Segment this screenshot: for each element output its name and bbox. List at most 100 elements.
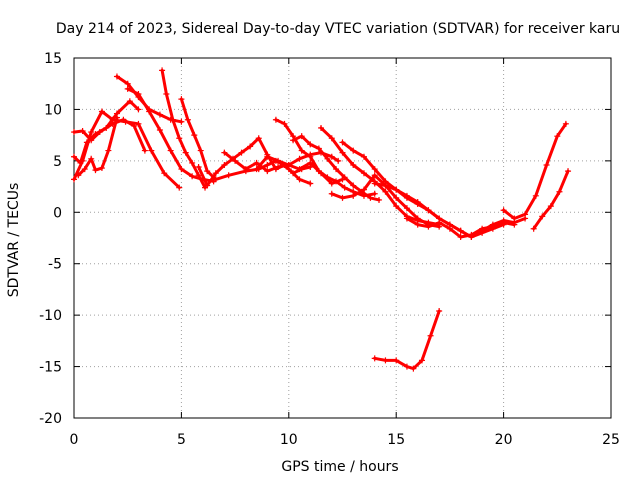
data-point [296, 166, 303, 173]
y-tick-label: -15 [39, 360, 62, 376]
data-point [554, 133, 561, 140]
data-point [113, 73, 120, 80]
data-point [272, 116, 279, 123]
data-point [339, 194, 346, 201]
series-line [502, 122, 568, 220]
data-point [315, 145, 322, 152]
data-point [184, 116, 191, 123]
data-point [225, 172, 232, 179]
data-point [176, 135, 183, 142]
data-point [238, 149, 245, 156]
data-point [315, 168, 322, 175]
data-point [436, 308, 443, 315]
data-point [341, 184, 348, 191]
data-point [135, 120, 142, 127]
data-point [410, 365, 417, 372]
data-point [195, 164, 202, 171]
data-point [191, 132, 198, 139]
x-axis-label: GPS time / hours [281, 459, 398, 475]
data-point [403, 205, 410, 212]
data-point [275, 157, 282, 164]
data-point [307, 153, 314, 160]
data-point [176, 184, 183, 191]
data-point [275, 164, 282, 171]
data-point [242, 166, 249, 173]
data-point [307, 180, 314, 187]
series-line [532, 169, 570, 231]
data-point [479, 225, 486, 232]
data-point [296, 176, 303, 183]
data-point [500, 219, 507, 226]
data-point [414, 215, 421, 222]
data-point [562, 120, 569, 127]
data-point [403, 363, 410, 370]
data-point [298, 147, 305, 154]
data-point [457, 227, 464, 234]
data-point [178, 96, 185, 103]
data-point [290, 137, 297, 144]
data-point [189, 173, 196, 180]
data-point [253, 166, 260, 173]
x-tick-label: 20 [495, 432, 513, 448]
y-tick-label: 0 [53, 205, 62, 221]
data-point [113, 114, 120, 121]
data-point [71, 176, 77, 183]
data-point [324, 155, 331, 162]
x-tick-label: 10 [280, 432, 298, 448]
data-point [88, 129, 95, 136]
series-line [72, 99, 140, 165]
data-point [81, 166, 88, 173]
data-point [328, 190, 335, 197]
x-tick-label: 0 [70, 432, 79, 448]
data-point [98, 165, 105, 172]
data-point [83, 139, 90, 146]
data-point [281, 120, 288, 127]
y-tick-label: -10 [39, 308, 62, 324]
data-point [178, 118, 185, 125]
data-point [324, 174, 331, 181]
data-point [539, 213, 546, 220]
data-point [169, 116, 176, 123]
data-point [98, 108, 105, 115]
data-point [328, 135, 335, 142]
data-point [141, 147, 148, 154]
data-point [88, 155, 95, 162]
series-arc-4 [75, 114, 120, 179]
data-point [163, 91, 170, 97]
chart-title: Day 214 of 2023, Sidereal Day-to-day VTE… [56, 21, 620, 37]
y-tick-label: 10 [44, 102, 62, 118]
series-line [72, 110, 181, 190]
y-tick-label: -5 [48, 257, 62, 273]
data-point [382, 357, 389, 364]
data-point [446, 225, 453, 232]
data-point [393, 203, 400, 210]
data-point [221, 161, 228, 168]
data-point [71, 153, 77, 160]
data-point [427, 332, 434, 339]
series-arc-17 [371, 180, 507, 240]
data-point [333, 178, 340, 185]
data-point [77, 159, 84, 166]
y-tick-label: 5 [53, 154, 62, 170]
data-point [167, 147, 174, 154]
data-point [414, 199, 421, 205]
data-point [543, 161, 550, 168]
data-point [489, 223, 496, 230]
data-point [92, 167, 99, 174]
data-point [547, 203, 554, 210]
data-point [156, 111, 163, 118]
data-point [371, 166, 378, 173]
series-arc-2 [71, 108, 183, 191]
y-tick-labels: -20 -15 -10 -5 0 5 10 15 [39, 51, 62, 427]
data-point [371, 180, 378, 187]
data-point [204, 182, 211, 189]
data-point [339, 149, 346, 156]
data-point [371, 190, 378, 197]
series-line [197, 136, 312, 187]
data-point [75, 172, 82, 179]
y-axis-label: SDTVAR / TECUs [6, 183, 22, 298]
data-point [264, 168, 271, 175]
series-line [274, 118, 377, 198]
data-point [350, 192, 357, 199]
data-point [296, 155, 303, 162]
